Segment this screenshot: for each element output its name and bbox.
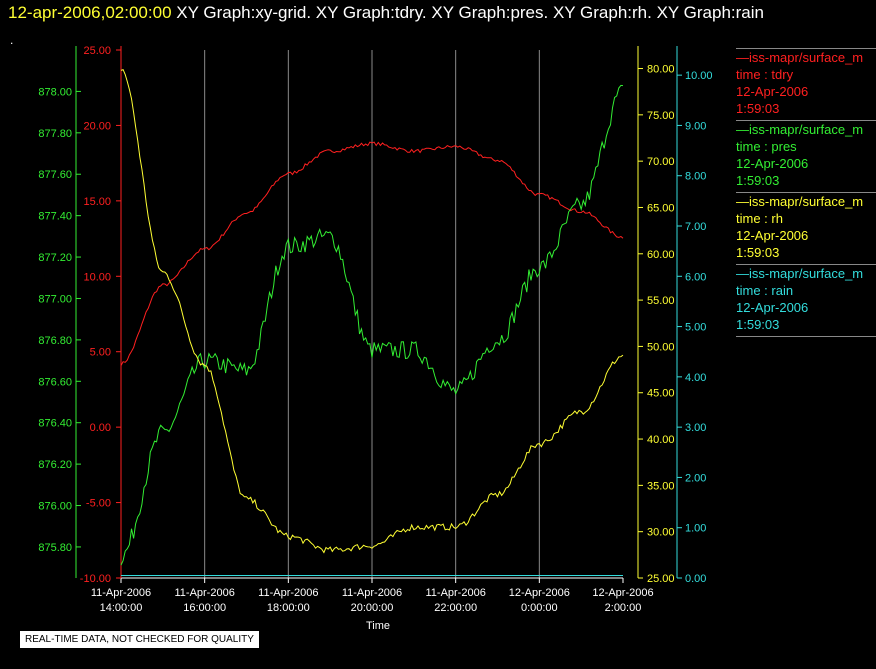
x-tick-label-date: 11-Apr-2006	[91, 587, 151, 599]
tdry-axis-tick-label: 0.00	[90, 422, 111, 434]
rh-axis-tick-label: 40.00	[647, 434, 675, 446]
x-axis-title: Time	[366, 620, 390, 632]
rh-axis-tick-label: 80.00	[647, 64, 675, 76]
legend-series-field: time : pres	[736, 139, 797, 154]
pres-axis-tick-label: 877.40	[38, 211, 72, 223]
legend-date: 12-Apr-2006	[736, 156, 809, 171]
pres-axis-tick-label: 877.00	[38, 293, 72, 305]
tdry-axis-tick-label: 10.00	[83, 271, 111, 283]
pres-axis-tick-label: 876.20	[38, 459, 72, 471]
legend-entry-rh: —iss-mapr/surface_m time : rh 12-Apr-200…	[736, 192, 876, 264]
rain-axis-tick-label: 10.00	[685, 70, 713, 82]
rain-axis-tick-label: 6.00	[685, 271, 706, 283]
rh-axis-tick-label: 55.00	[647, 295, 675, 307]
rain-axis-tick-label: 2.00	[685, 472, 706, 484]
pres-axis-tick-label: 877.60	[38, 169, 72, 181]
rh-axis-tick-label: 75.00	[647, 110, 675, 122]
series-line-pres	[120, 84, 624, 566]
x-tick-label-time: 18:00:00	[267, 602, 310, 614]
x-tick-label-time: 2:00:00	[605, 602, 642, 614]
legend-entry-rain: —iss-mapr/surface_m time : rain 12-Apr-2…	[736, 264, 876, 337]
pres-axis-tick-label: 876.80	[38, 335, 72, 347]
rain-axis-tick-label: 0.00	[685, 573, 706, 585]
rh-axis-tick-label: 45.00	[647, 388, 675, 400]
pres-axis-tick-label: 877.20	[38, 252, 72, 264]
legend: —iss-mapr/surface_m time : tdry 12-Apr-2…	[736, 48, 876, 337]
timestamp: 12-apr-2006,02:00:00	[8, 3, 172, 22]
x-tick-label-time: 0:00:00	[521, 602, 558, 614]
x-tick-label-date: 11-Apr-2006	[258, 587, 318, 599]
legend-series-name: —iss-mapr/surface_m	[736, 266, 864, 281]
pres-axis-tick-label: 875.80	[38, 542, 72, 554]
pres-axis-tick-label: 878.00	[38, 86, 72, 98]
tdry-axis-tick-label: 25.00	[83, 45, 111, 57]
graph-titles: XY Graph:xy-grid. XY Graph:tdry. XY Grap…	[176, 3, 764, 22]
rh-axis-tick-label: 30.00	[647, 527, 675, 539]
x-tick-label-date: 12-Apr-2006	[592, 587, 653, 599]
x-tick-label-date: 11-Apr-2006	[425, 587, 485, 599]
legend-time: 1:59:03	[736, 317, 780, 332]
tdry-axis-tick-label: 20.00	[83, 120, 111, 132]
legend-entry-pres: —iss-mapr/surface_m time : pres 12-Apr-2…	[736, 120, 876, 192]
rh-axis-tick-label: 50.00	[647, 341, 675, 353]
rain-axis-tick-label: 4.00	[685, 372, 706, 384]
tdry-axis-tick-label: -5.00	[86, 498, 111, 510]
legend-series-name: —iss-mapr/surface_m	[736, 122, 864, 137]
graph-title-bar: 12-apr-2006,02:00:00 XY Graph:xy-grid. X…	[8, 3, 764, 23]
rh-axis-tick-label: 25.00	[647, 573, 675, 585]
pres-axis-tick-label: 877.80	[38, 128, 72, 140]
tdry-axis-tick-label: 5.00	[90, 347, 111, 359]
tdry-axis-tick-label: -10.00	[80, 573, 111, 585]
legend-time: 1:59:03	[736, 173, 780, 188]
x-tick-label-time: 22:00:00	[434, 602, 477, 614]
series-line-rh	[120, 68, 624, 554]
legend-time: 1:59:03	[736, 101, 780, 116]
rh-axis-tick-label: 60.00	[647, 249, 675, 261]
x-tick-label-date: 11-Apr-2006	[174, 587, 234, 599]
legend-entry-tdry: —iss-mapr/surface_m time : tdry 12-Apr-2…	[736, 48, 876, 120]
x-tick-label-date: 11-Apr-2006	[342, 587, 402, 599]
legend-date: 12-Apr-2006	[736, 84, 809, 99]
rain-axis-tick-label: 5.00	[685, 322, 706, 334]
x-tick-label-time: 14:00:00	[100, 602, 143, 614]
x-tick-label-time: 20:00:00	[351, 602, 394, 614]
legend-series-name: —iss-mapr/surface_m	[736, 194, 864, 209]
rain-axis-tick-label: 3.00	[685, 422, 706, 434]
status-dot: .	[10, 33, 14, 47]
rain-axis-tick-label: 1.00	[685, 523, 706, 535]
rh-axis-tick-label: 65.00	[647, 202, 675, 214]
legend-date: 12-Apr-2006	[736, 300, 809, 315]
legend-time: 1:59:03	[736, 245, 780, 260]
legend-series-field: time : rh	[736, 211, 783, 226]
x-tick-label-date: 12-Apr-2006	[509, 587, 570, 599]
quality-disclaimer: REAL-TIME DATA, NOT CHECKED FOR QUALITY	[20, 631, 259, 648]
series-line-tdry	[120, 141, 624, 366]
rh-axis-tick-label: 35.00	[647, 480, 675, 492]
x-tick-label-time: 16:00:00	[183, 602, 226, 614]
pres-axis-tick-label: 876.40	[38, 418, 72, 430]
legend-date: 12-Apr-2006	[736, 228, 809, 243]
pres-axis-tick-label: 876.00	[38, 501, 72, 513]
legend-series-field: time : rain	[736, 283, 794, 298]
rain-axis-tick-label: 8.00	[685, 171, 706, 183]
tdry-axis-tick-label: 15.00	[83, 196, 111, 208]
rh-axis-tick-label: 70.00	[647, 156, 675, 168]
pres-axis-tick-label: 876.60	[38, 376, 72, 388]
legend-series-name: —iss-mapr/surface_m	[736, 50, 864, 65]
legend-series-field: time : tdry	[736, 67, 794, 82]
rain-axis-tick-label: 7.00	[685, 221, 706, 233]
rain-axis-tick-label: 9.00	[685, 120, 706, 132]
